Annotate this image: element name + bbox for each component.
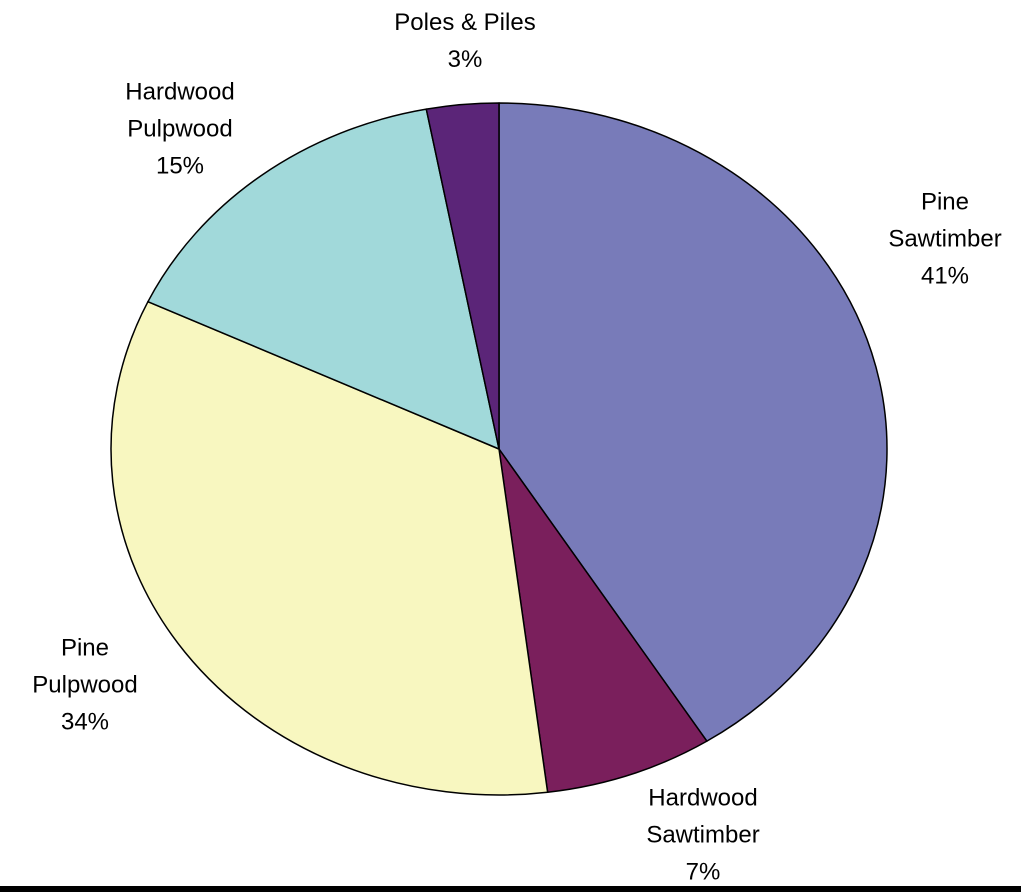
slice-percent: 41%	[921, 262, 969, 289]
slice-percent: 34%	[61, 708, 109, 735]
slice-percent: 15%	[156, 152, 204, 179]
pie-slice-pine-pulpwood	[110, 300, 549, 796]
labels-layer: Pine Sawtimber 41%Hardwood Sawtimber 7%Pine P…	[32, 9, 1001, 886]
slice-percent: 7%	[686, 858, 721, 885]
pie-slice-poles-piles	[425, 102, 500, 450]
slice-label-hardwood-pulpwood: Hardwood Pulpwood 15%	[125, 78, 234, 179]
slice-label-line: Hardwood	[648, 784, 757, 811]
slice-label-pine-sawtimber: Pine Sawtimber 41%	[888, 188, 1001, 289]
slice-label-line: Hardwood	[125, 78, 234, 105]
slice-label-hardwood-sawtimber: Hardwood Sawtimber 7%	[646, 784, 759, 885]
slice-label-line: Sawtimber	[646, 821, 759, 848]
slice-label-line: Pulpwood	[32, 671, 137, 698]
slice-label-line: Pine	[61, 634, 109, 661]
pie-slice-hardwood-pulpwood	[147, 108, 500, 450]
bottom-rule	[0, 886, 1021, 892]
slice-label-line: Sawtimber	[888, 225, 1001, 252]
slice-label-pine-pulpwood: Pine Pulpwood 34%	[32, 634, 137, 735]
slice-label-poles-piles: Poles & Piles 3%	[394, 9, 535, 73]
pie-slice-hardwood-sawtimber	[498, 448, 708, 794]
pie-slice-pine-sawtimber	[498, 102, 888, 742]
slice-percent: 3%	[448, 46, 483, 73]
slice-label-line: Poles & Piles	[394, 9, 535, 36]
slices-layer	[110, 102, 888, 796]
slice-label-line: Pulpwood	[127, 115, 232, 142]
slice-label-line: Pine	[921, 188, 969, 215]
